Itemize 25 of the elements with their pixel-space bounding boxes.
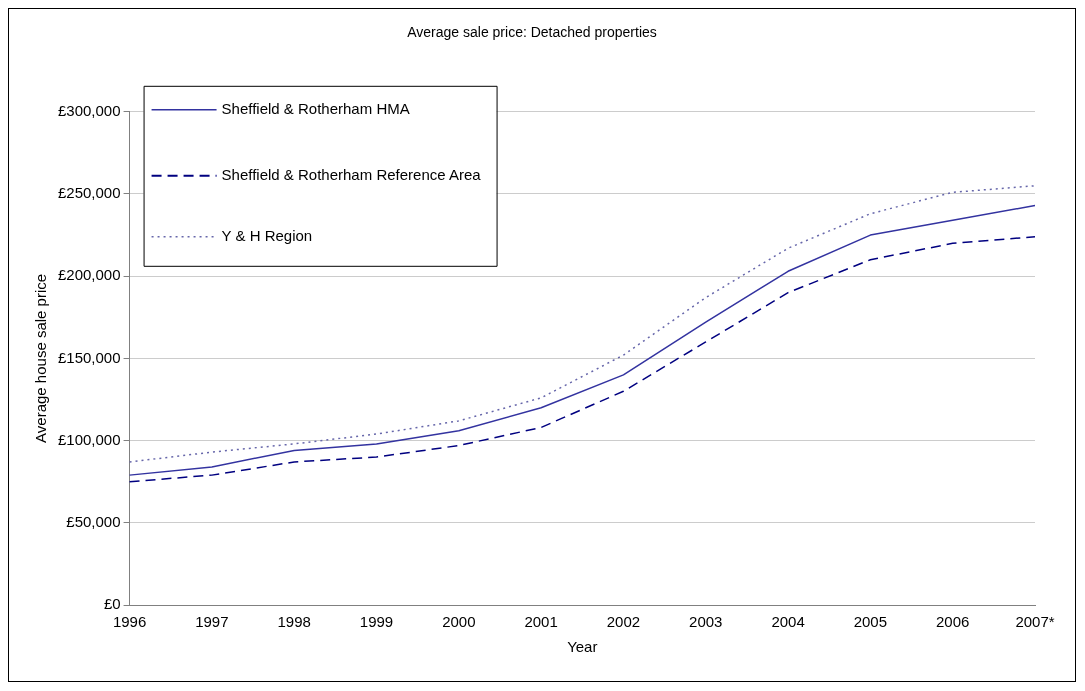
- x-tick-label: 1999: [359, 613, 394, 631]
- legend-label: Y & H Region: [221, 226, 313, 244]
- x-tick-label: 2007*: [1015, 613, 1055, 631]
- x-tick-label: 2004: [771, 613, 805, 631]
- y-axis-title: Average house sale price: [32, 273, 50, 443]
- y-tick-label: £100,000: [57, 430, 121, 448]
- x-axis-title: Year: [567, 638, 598, 656]
- x-tick-label: 2002: [606, 613, 641, 631]
- x-tick-label: 2006: [936, 613, 970, 631]
- y-tick-label: £200,000: [57, 266, 121, 284]
- y-tick-label: £50,000: [66, 512, 121, 530]
- x-tick-label: 2000: [442, 613, 476, 631]
- legend-label: Sheffield & Rotherham Reference Area: [221, 165, 482, 183]
- y-tick-label: £250,000: [57, 184, 121, 202]
- y-tick-label: £300,000: [57, 101, 121, 119]
- x-tick-label: 1998: [277, 613, 311, 631]
- x-tick-label: 1997: [195, 613, 229, 631]
- legend-label: Sheffield & Rotherham HMA: [221, 99, 410, 117]
- y-tick-label: £0: [103, 595, 121, 613]
- chart-title: Average sale price: Detached properties: [407, 24, 657, 41]
- x-tick-label: 2005: [853, 613, 888, 631]
- x-tick-label: 2003: [689, 613, 723, 631]
- x-tick-label: 2001: [524, 613, 558, 631]
- y-tick-label: £150,000: [57, 348, 121, 366]
- x-tick-label: 1996: [112, 613, 147, 631]
